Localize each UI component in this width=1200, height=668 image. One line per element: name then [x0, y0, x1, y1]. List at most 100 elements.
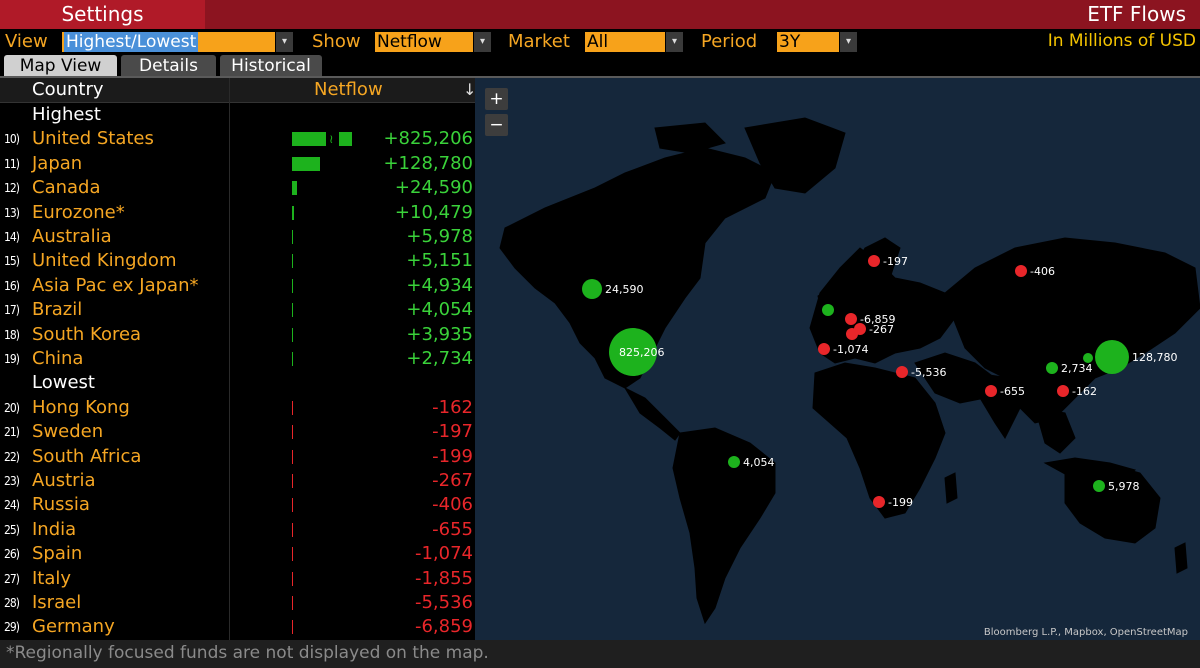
- table-row[interactable]: 24) Russia -406: [0, 493, 475, 517]
- period-dropdown-icon[interactable]: ▾: [840, 32, 857, 52]
- netflow-bar: [292, 181, 298, 196]
- map-marker-united-kingdom[interactable]: [822, 304, 834, 316]
- map-marker-india[interactable]: [985, 385, 997, 397]
- table-row[interactable]: 15) United Kingdom +5,151: [0, 249, 475, 273]
- table-row[interactable]: 18) South Korea +3,935: [0, 323, 475, 347]
- map-marker-russia[interactable]: [1015, 265, 1027, 277]
- map-marker-label: -267: [869, 323, 894, 336]
- row-country[interactable]: Israel: [32, 592, 82, 613]
- south-america-land: [672, 427, 776, 625]
- row-country[interactable]: Hong Kong: [32, 396, 130, 418]
- row-country[interactable]: Canada: [32, 177, 101, 199]
- row-country[interactable]: Eurozone*: [32, 201, 125, 223]
- map-marker-label: -6,859: [860, 313, 895, 326]
- table-row[interactable]: 12) Canada +24,590: [0, 176, 475, 200]
- map-marker-spain[interactable]: [818, 343, 830, 355]
- table-row[interactable]: 14) Australia +5,978: [0, 225, 475, 249]
- row-country[interactable]: Sweden: [32, 421, 104, 443]
- row-country[interactable]: Germany: [32, 616, 115, 638]
- show-select[interactable]: Netflow: [375, 32, 473, 52]
- map-marker-south-africa[interactable]: [873, 496, 885, 508]
- map-marker-united-states[interactable]: [609, 328, 657, 376]
- table-row[interactable]: 23) Austria -267: [0, 469, 475, 493]
- map-marker-south-korea[interactable]: [1083, 353, 1093, 363]
- map-marker-japan[interactable]: [1095, 340, 1129, 374]
- title-bar: Settings ETF Flows: [0, 0, 1200, 29]
- market-select[interactable]: All: [585, 32, 665, 52]
- tab-details[interactable]: Details: [121, 55, 216, 77]
- row-country[interactable]: China: [32, 348, 84, 369]
- row-rank: 18): [4, 327, 20, 342]
- row-country[interactable]: Russia: [32, 494, 90, 516]
- row-country[interactable]: United Kingdom: [32, 250, 177, 272]
- map-marker-brazil[interactable]: [728, 456, 740, 468]
- market-dropdown-icon[interactable]: ▾: [666, 32, 683, 52]
- row-country[interactable]: South Korea: [32, 323, 142, 345]
- table-row[interactable]: 25) India -655: [0, 518, 475, 542]
- table-row[interactable]: 29) Germany -6,859: [0, 615, 475, 639]
- row-country[interactable]: Austria: [32, 470, 96, 491]
- row-country[interactable]: Italy: [32, 567, 72, 589]
- table-row[interactable]: 16) Asia Pac ex Japan* +4,934: [0, 274, 475, 298]
- row-country[interactable]: South Africa: [32, 445, 142, 467]
- column-header-country[interactable]: Country: [32, 79, 104, 100]
- sort-arrow-icon[interactable]: ↓: [463, 80, 477, 99]
- column-header-netflow[interactable]: Netflow: [314, 79, 383, 100]
- map-marker-germany[interactable]: [845, 313, 857, 325]
- view-select[interactable]: Highest/Lowest: [62, 32, 275, 52]
- zoom-out-button[interactable]: −: [485, 114, 508, 136]
- table-row[interactable]: 27) Italy -1,855: [0, 567, 475, 591]
- table-row[interactable]: 22) South Africa -199: [0, 445, 475, 469]
- row-netflow-value: -199: [432, 445, 473, 467]
- table-row[interactable]: 17) Brazil +4,054: [0, 298, 475, 322]
- map-marker-china[interactable]: [1046, 362, 1058, 374]
- madagascar-land: [944, 472, 958, 504]
- row-country[interactable]: Brazil: [32, 299, 83, 321]
- map-marker-australia[interactable]: [1093, 480, 1105, 492]
- australia-land: [1064, 462, 1161, 544]
- row-rank: 17): [4, 303, 20, 318]
- settings-button[interactable]: Settings: [0, 0, 205, 29]
- table-row[interactable]: 10) United States +825,206 ≀: [0, 127, 475, 151]
- row-country[interactable]: Spain: [32, 543, 83, 565]
- market-value: All: [587, 32, 609, 52]
- column-divider: [229, 78, 230, 640]
- nz-land: [1174, 542, 1188, 574]
- greenland-land: [744, 117, 846, 194]
- row-country[interactable]: Japan: [32, 152, 83, 174]
- row-country[interactable]: Asia Pac ex Japan*: [32, 274, 199, 296]
- map-marker-canada[interactable]: [582, 279, 602, 299]
- tab-historical[interactable]: Historical: [220, 55, 322, 77]
- map-marker-italy[interactable]: [846, 328, 858, 340]
- market-label: Market: [508, 31, 570, 52]
- lowest-section: Lowest: [0, 371, 475, 395]
- world-map[interactable]: 825,206 128,780 24,590 5,978 4,054 2,734 -197 -…: [475, 78, 1200, 640]
- map-marker-israel[interactable]: [896, 366, 908, 378]
- row-country[interactable]: Australia: [32, 226, 112, 247]
- row-country[interactable]: United States: [32, 128, 154, 150]
- period-label: Period: [701, 31, 758, 52]
- table-row[interactable]: 26) Spain -1,074: [0, 542, 475, 566]
- table-row[interactable]: 28) Israel -5,536: [0, 591, 475, 615]
- row-netflow-value: -1,074: [414, 543, 473, 565]
- row-rank: 22): [4, 449, 20, 464]
- table-row[interactable]: 19) China +2,734: [0, 347, 475, 371]
- row-rank: 26): [4, 547, 20, 562]
- netflow-bar: [292, 132, 326, 147]
- table-row[interactable]: 13) Eurozone* +10,479: [0, 201, 475, 225]
- table-row[interactable]: 21) Sweden -197: [0, 420, 475, 444]
- map-marker-hong-kong[interactable]: [1057, 385, 1069, 397]
- table-row[interactable]: 20) Hong Kong -162: [0, 396, 475, 420]
- zoom-in-button[interactable]: +: [485, 88, 508, 110]
- map-marker-sweden[interactable]: [868, 255, 880, 267]
- map-canvas: 825,206 128,780 24,590 5,978 4,054 2,734 -197 -…: [499, 117, 1200, 625]
- row-rank: 16): [4, 278, 20, 293]
- tab-map-view[interactable]: Map View: [4, 55, 117, 77]
- row-country[interactable]: India: [32, 518, 77, 540]
- view-dropdown-icon[interactable]: ▾: [276, 32, 293, 52]
- show-dropdown-icon[interactable]: ▾: [474, 32, 491, 52]
- table-row[interactable]: 11) Japan +128,780: [0, 152, 475, 176]
- netflow-bar: [292, 400, 293, 415]
- netflow-bar: [292, 474, 293, 488]
- period-select[interactable]: 3Y: [777, 32, 839, 52]
